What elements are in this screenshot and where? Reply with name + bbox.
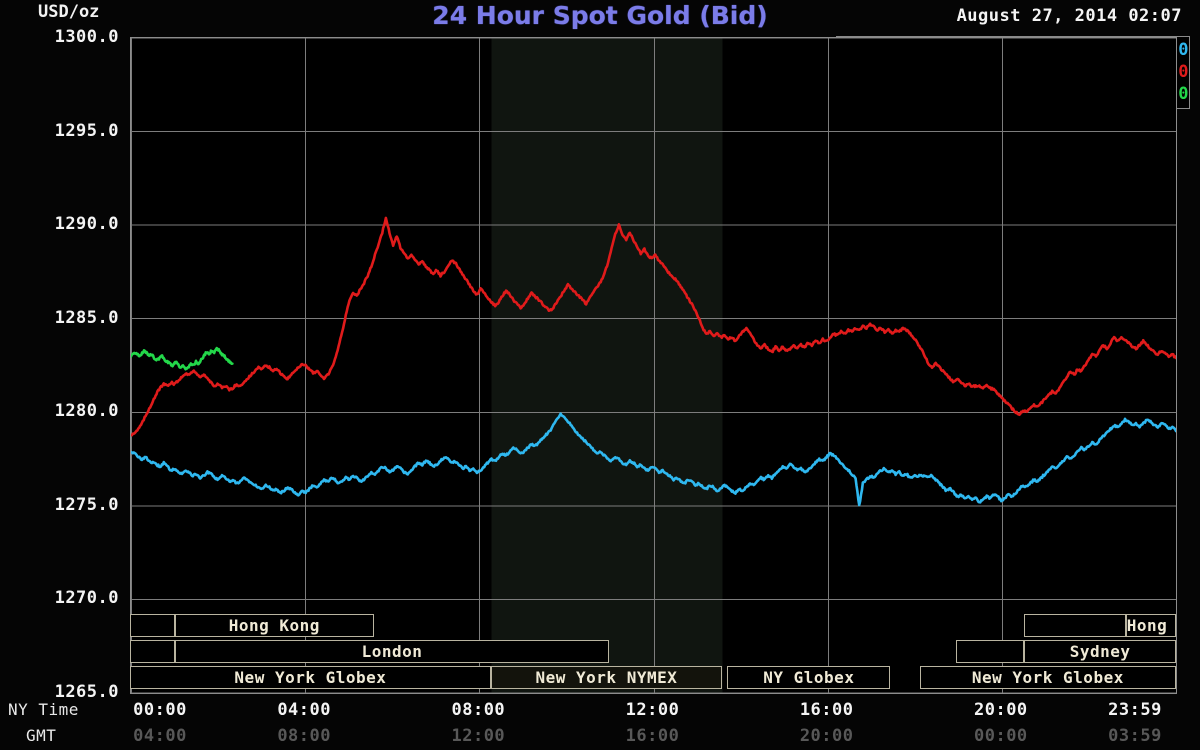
session-segment-blank	[1024, 614, 1126, 637]
x-axis-ny-time-name: NY Time	[8, 700, 79, 719]
x-axis-tick-label-gmt: 16:00	[625, 726, 680, 746]
x-axis-tick-label-ny: 16:00	[799, 700, 854, 720]
session-segment: Hong Kong	[174, 614, 374, 637]
y-axis-tick-label: 1270.0	[54, 588, 119, 609]
y-axis-tick-label: 1285.0	[54, 307, 119, 328]
x-axis-gmt-row: GMT 04:00 08:00 12:00 16:00 20:00 00:00 03:59	[0, 726, 1200, 748]
y-axis-tick-label: 1265.0	[54, 682, 119, 702]
price-line-0	[131, 412, 1176, 507]
session-segment: NY Globex	[727, 666, 891, 689]
x-axis-tick-label-ny: 23:59	[1108, 700, 1162, 720]
x-axis-tick-label-gmt: 08:00	[277, 726, 331, 746]
chart-plot-area	[130, 37, 1177, 694]
y-axis-unit-label: USD/oz	[38, 2, 100, 22]
session-row: London Sydney	[130, 640, 1176, 665]
y-axis-tick-label: 1280.0	[54, 401, 119, 422]
session-segment-blank	[130, 614, 175, 637]
chart-timestamp: August 27, 2014 02:07	[956, 6, 1182, 26]
x-axis-tick-label-gmt: 20:00	[799, 726, 854, 746]
x-axis-tick-label-ny: 00:00	[133, 700, 187, 720]
session-segment: New York Globex	[919, 666, 1176, 689]
x-axis-tick-label-ny: 04:00	[277, 700, 331, 720]
y-axis-tick-label: 1300.0	[54, 27, 119, 47]
session-row: Hong Kong Hong Kong	[130, 614, 1176, 639]
price-line-1	[131, 216, 1176, 437]
session-segment: New York NYMEX	[490, 666, 723, 689]
y-axis-tick-label: 1295.0	[54, 120, 119, 141]
x-axis-tick-label-gmt: 12:00	[451, 726, 506, 746]
x-axis-tick-label-ny: 08:00	[451, 700, 506, 720]
x-axis-gmt-name: GMT	[26, 726, 57, 745]
y-axis-tick-label: 1290.0	[54, 214, 119, 235]
session-segment: New York Globex	[130, 666, 491, 689]
session-segment-blank	[956, 640, 1025, 663]
session-segment-blank	[130, 640, 175, 663]
y-axis-labels: 1300.0 1295.0 1290.0 1285.0 1280.0 1275.0 1270…	[0, 0, 124, 750]
session-segment: Sydney	[1024, 640, 1176, 663]
session-row: New York Globex New York NYMEX NY Globex Ne…	[130, 666, 1176, 691]
x-axis-tick-label-gmt: 03:59	[1108, 726, 1162, 746]
x-axis-ny-time-row: NY Time 00:00 04:00 08:00 12:00 16:00 20:00 23:…	[0, 700, 1200, 722]
x-axis-tick-label-gmt: 00:00	[973, 726, 1028, 746]
x-axis-tick-label-ny: 20:00	[973, 700, 1028, 720]
x-axis-tick-label-ny: 12:00	[625, 700, 680, 720]
price-series-svg	[131, 38, 1176, 693]
session-segment: London	[174, 640, 610, 663]
session-segment: Hong Kong	[1125, 614, 1176, 637]
page-title: 24 Hour Spot Gold (Bid)	[432, 1, 768, 30]
x-axis-tick-label-gmt: 04:00	[133, 726, 187, 746]
market-session-bars: Hong Kong Hong Kong London Sydney New York G…	[130, 614, 1176, 692]
y-axis-tick-label: 1275.0	[54, 494, 119, 515]
nymex-session-highlight	[491, 38, 723, 693]
price-line-2	[131, 346, 234, 371]
